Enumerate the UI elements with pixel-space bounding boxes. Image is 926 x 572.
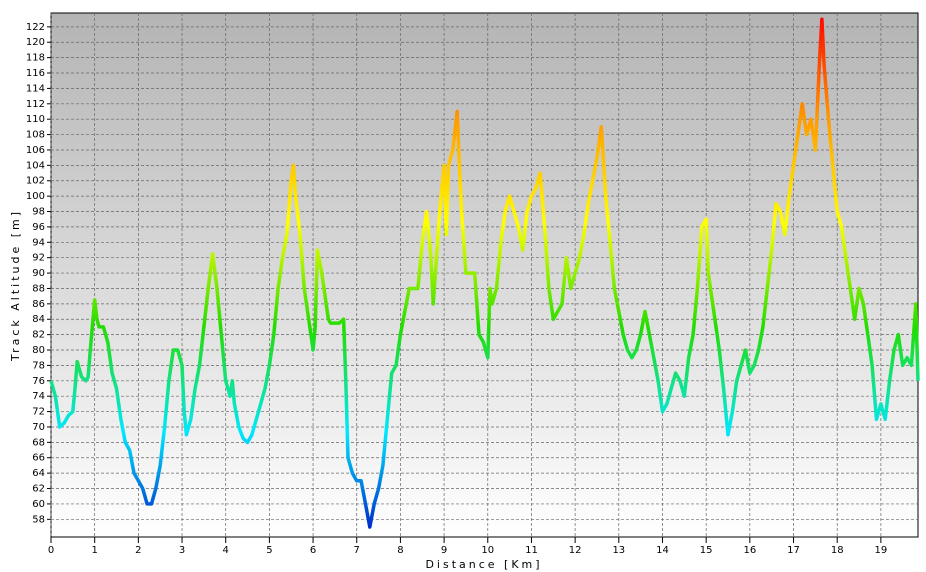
y-tick-label: 88 [32, 283, 45, 294]
x-tick-label: 2 [135, 545, 141, 556]
y-tick-label: 80 [32, 345, 45, 356]
y-axis-title: Track Altitude [m] [9, 209, 22, 362]
x-axis-title: Distance [Km] [425, 558, 542, 571]
plot-area [50, 12, 919, 538]
y-tick-label: 110 [26, 114, 45, 125]
y-tick-label: 60 [32, 499, 45, 510]
x-tick-label: 18 [831, 545, 844, 556]
y-tick-label: 122 [26, 22, 45, 33]
x-tick-label: 17 [787, 545, 800, 556]
x-tick-label: 6 [310, 545, 316, 556]
y-tick-label: 74 [32, 391, 45, 402]
y-tick-label: 112 [26, 99, 45, 110]
y-tick-label: 98 [32, 207, 45, 218]
y-tick-label: 106 [26, 145, 45, 156]
x-tick-label: 11 [525, 545, 538, 556]
x-tick-label: 7 [354, 545, 360, 556]
y-tick-label: 86 [32, 299, 45, 310]
y-tick-label: 94 [32, 237, 45, 248]
x-tick-label: 8 [397, 545, 403, 556]
y-tick-label: 70 [32, 422, 45, 433]
y-tick-label: 64 [32, 468, 45, 479]
y-tick-label: 118 [26, 53, 45, 64]
altitude-line [49, 17, 920, 529]
y-tick-label: 84 [32, 314, 45, 325]
y-tick-label: 58 [32, 514, 45, 525]
x-tick-label: 13 [612, 545, 625, 556]
x-tick-label: 4 [223, 545, 229, 556]
x-tick-label: 14 [656, 545, 669, 556]
x-tick-label: 15 [700, 545, 713, 556]
y-tick-label: 92 [32, 253, 45, 264]
x-tick-label: 3 [179, 545, 185, 556]
x-tick-label: 12 [569, 545, 582, 556]
y-tick-label: 114 [26, 83, 45, 94]
x-tick-label: 16 [743, 545, 756, 556]
y-tick-label: 104 [26, 160, 45, 171]
y-tick-label: 116 [26, 68, 45, 79]
y-tick-label: 108 [26, 130, 45, 141]
y-tick-label: 100 [26, 191, 45, 202]
y-tick-label: 66 [32, 453, 45, 464]
y-tick-label: 102 [26, 176, 45, 187]
x-tick-label: 0 [48, 545, 54, 556]
y-tick-label: 68 [32, 437, 45, 448]
y-tick-label: 72 [32, 407, 45, 418]
x-tick-label: 19 [875, 545, 888, 556]
y-tick-label: 76 [32, 376, 45, 387]
y-tick-label: 82 [32, 330, 45, 341]
x-tick-label: 1 [91, 545, 97, 556]
x-tick-label: 5 [266, 545, 272, 556]
y-tick-label: 120 [26, 37, 45, 48]
x-tick-label: 10 [481, 545, 494, 556]
y-tick-label: 90 [32, 268, 45, 279]
y-tick-label: 62 [32, 484, 45, 495]
x-tick-label: 9 [441, 545, 447, 556]
y-tick-label: 96 [32, 222, 45, 233]
y-tick-label: 78 [32, 360, 45, 371]
